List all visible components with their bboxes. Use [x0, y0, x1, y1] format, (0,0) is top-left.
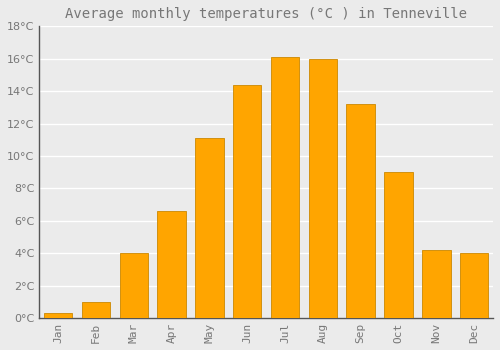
Bar — [44, 313, 72, 318]
Bar — [422, 250, 450, 318]
Bar — [120, 253, 148, 318]
Bar — [384, 172, 412, 318]
Title: Average monthly temperatures (°C ) in Tenneville: Average monthly temperatures (°C ) in Te… — [65, 7, 467, 21]
Bar — [195, 138, 224, 318]
Bar — [308, 59, 337, 318]
Bar — [158, 211, 186, 318]
Bar — [233, 85, 262, 318]
Bar — [460, 253, 488, 318]
Bar — [346, 104, 375, 318]
Bar — [271, 57, 299, 318]
Bar — [82, 302, 110, 318]
